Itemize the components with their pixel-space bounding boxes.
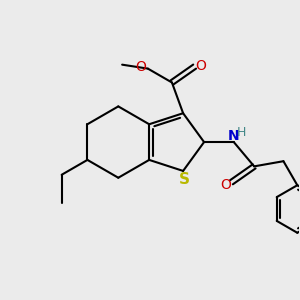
Text: S: S — [178, 172, 190, 187]
Text: N: N — [228, 129, 240, 143]
Text: H: H — [237, 126, 246, 139]
Text: O: O — [195, 58, 206, 73]
Text: O: O — [220, 178, 231, 192]
Text: O: O — [136, 60, 146, 74]
